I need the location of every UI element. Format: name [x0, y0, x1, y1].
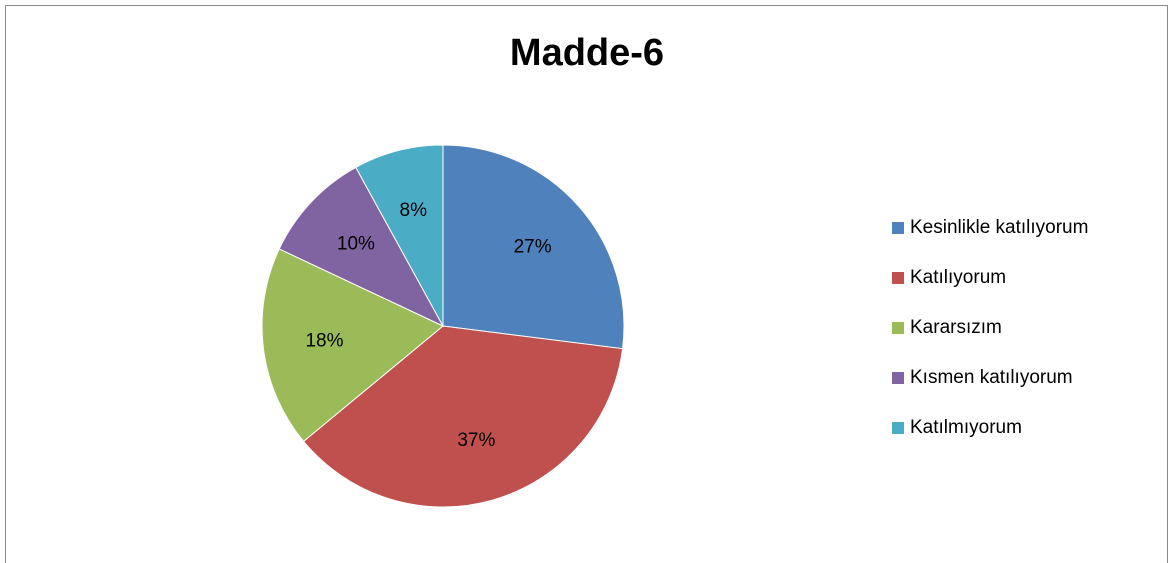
chart-title: Madde-6: [509, 32, 665, 74]
pie-slice: [355, 144, 444, 327]
slice-data-label: 37%: [457, 430, 495, 451]
pie-slice: [442, 144, 625, 350]
legend-label: Katılmıyorum: [910, 417, 1022, 438]
slice-data-label: 18%: [305, 330, 343, 351]
legend-label: Katılıyorum: [910, 267, 1007, 288]
legend-swatch: [892, 322, 904, 334]
legend-swatch: [892, 222, 904, 234]
legend-swatch: [892, 272, 904, 284]
legend-item: Katılıyorum: [892, 266, 1088, 290]
legend-label: Kararsızım: [910, 317, 1002, 338]
pie-slice: [302, 325, 624, 508]
legend-item: Kesinlikle katılıyorum: [892, 216, 1088, 240]
legend-swatch: [892, 422, 904, 434]
legend-label: Kısmen katılıyorum: [910, 367, 1073, 388]
pie-slice: [261, 248, 444, 443]
slice-data-label: 27%: [514, 236, 552, 257]
legend-item: Katılmıyorum: [892, 416, 1088, 440]
pie-slice: [278, 166, 445, 328]
legend-item: Kararsızım: [892, 316, 1088, 340]
legend-swatch: [892, 372, 904, 384]
legend-item: Kısmen katılıyorum: [892, 366, 1088, 390]
legend-label: Kesinlikle katılıyorum: [910, 217, 1089, 238]
slice-data-label: 10%: [337, 234, 375, 255]
chart-legend: Kesinlikle katılıyorum Katılıyorum Karar…: [892, 216, 1088, 466]
slice-data-label: 8%: [400, 200, 428, 221]
